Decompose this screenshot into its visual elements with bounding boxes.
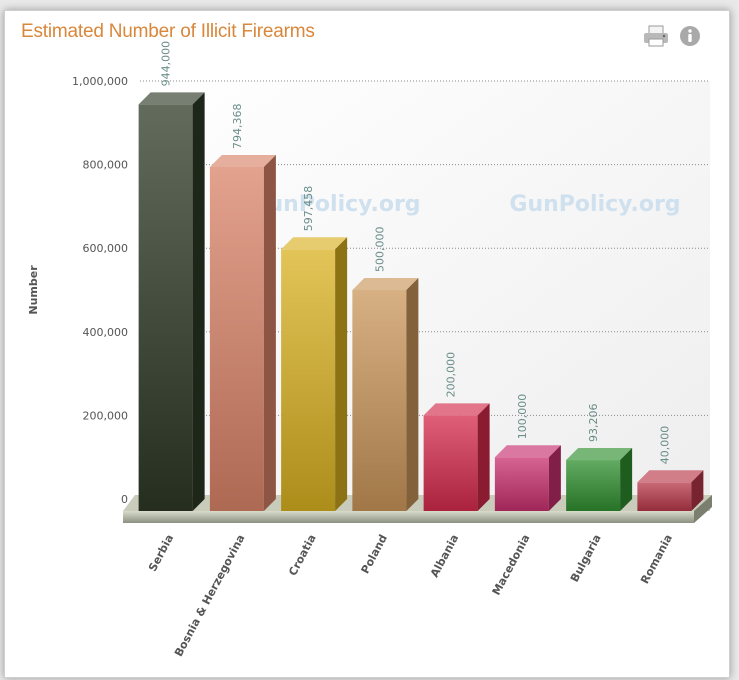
bar-side <box>406 278 419 511</box>
bar-romania: 40,000 <box>637 426 704 511</box>
bar-front <box>423 415 478 511</box>
bar-croatia: 597,458 <box>281 186 348 511</box>
bar-front <box>352 290 407 511</box>
x-tick-label: Macedonia <box>490 532 533 597</box>
bar-serbia: 944,000 <box>138 41 205 512</box>
bar-bulgaria: 93,206 <box>566 404 633 511</box>
y-tick-label: 200,000 <box>83 409 129 422</box>
bar-bosnia-herzegovina: 794,368 <box>209 103 276 512</box>
data-label: 93,206 <box>587 404 600 443</box>
x-tick-label: Serbia <box>146 532 176 573</box>
bar-front <box>494 457 549 511</box>
bar-front <box>281 249 336 511</box>
bar-side <box>620 448 633 511</box>
watermark: GunPolicy.org <box>509 192 680 217</box>
bar-front <box>138 104 193 512</box>
bar-top <box>352 278 419 290</box>
printer-icon[interactable] <box>643 25 669 52</box>
chart-toolbar <box>643 25 701 52</box>
bar-top <box>566 448 633 461</box>
x-tick-label: Poland <box>359 532 390 576</box>
x-tick-label: Croatia <box>286 532 319 578</box>
y-tick-label: 0 <box>121 493 128 506</box>
chart-base-side <box>694 495 712 523</box>
y-tick-label: 800,000 <box>83 159 129 172</box>
bar-macedonia: 100,000 <box>494 394 561 511</box>
watermark: GunPolicy.org <box>249 192 420 217</box>
y-axis-label: Number <box>27 265 40 315</box>
bar-side <box>335 237 348 511</box>
bar-chart: GunPolicy.org GunPolicy.org 0 200,000 400,00… <box>27 41 712 659</box>
x-tick-label: Bulgaria <box>568 532 604 584</box>
bar-top <box>494 445 561 458</box>
y-tick-label: 400,000 <box>83 326 129 339</box>
bar-top <box>138 92 205 105</box>
data-label: 200,000 <box>445 352 458 398</box>
x-tick-label: Albania <box>428 532 461 579</box>
x-tick-label: Romania <box>638 532 675 586</box>
bar-side <box>548 445 561 511</box>
chart-base <box>123 511 694 523</box>
data-label: 500,000 <box>373 227 386 273</box>
x-tick-label: Bosnia & Herzegovina <box>172 532 247 659</box>
data-label: 597,458 <box>302 186 315 232</box>
bar-top <box>209 154 276 167</box>
bar-top <box>423 403 490 416</box>
data-label: 794,368 <box>231 103 244 149</box>
info-icon[interactable] <box>679 25 701 52</box>
bar-front <box>209 166 264 512</box>
bar-front <box>566 460 621 511</box>
bar-side <box>192 92 205 512</box>
y-tick-label: 1,000,000 <box>72 75 128 88</box>
bar-poland: 500,000 <box>352 227 419 511</box>
bar-front <box>637 482 692 511</box>
y-tick-label: 600,000 <box>83 242 129 255</box>
bar-top <box>281 237 348 250</box>
data-label: 100,000 <box>516 394 529 440</box>
bar-side <box>691 470 704 511</box>
data-label: 40,000 <box>658 426 671 465</box>
data-label: 944,000 <box>160 41 173 87</box>
bar-side <box>477 403 490 511</box>
chart-panel: Estimated Number of Illicit Firearms Gun… <box>4 10 730 678</box>
bar-side <box>263 154 276 512</box>
bar-albania: 200,000 <box>423 352 490 511</box>
chart-title: Estimated Number of Illicit Firearms <box>21 21 315 42</box>
bar-top <box>637 470 704 483</box>
